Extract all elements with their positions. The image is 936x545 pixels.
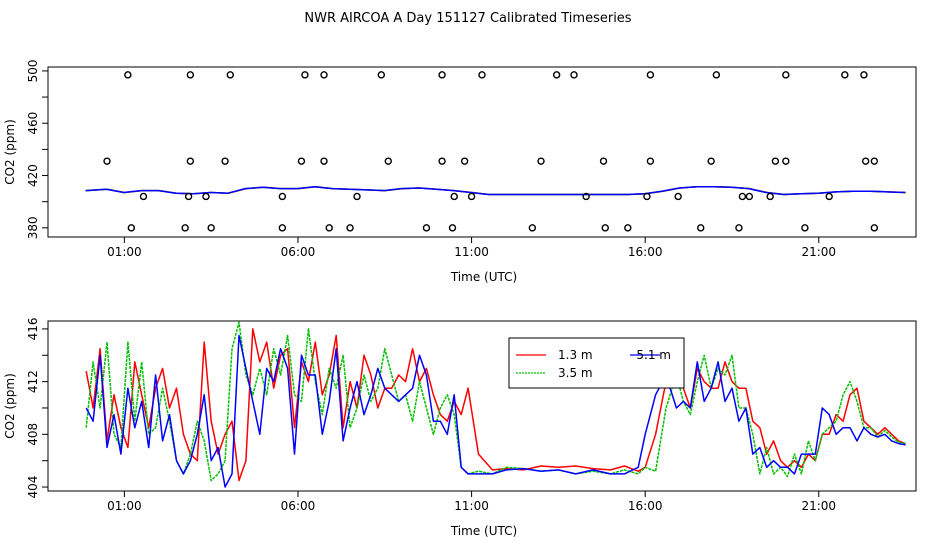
figure-title: NWR AIRCOA A Day 151127 Calibrated Times… xyxy=(304,11,631,26)
flag-point xyxy=(467,192,476,201)
y-tick-label: 404 xyxy=(26,476,40,499)
flag-point xyxy=(624,224,632,232)
flag-point xyxy=(226,71,234,79)
flag-point xyxy=(184,192,193,201)
flag-point xyxy=(139,192,148,201)
series-line-1-3-m xyxy=(85,328,906,482)
flag-point xyxy=(707,157,715,165)
y-tick-label: 420 xyxy=(26,164,40,187)
flag-point xyxy=(438,157,446,165)
flag-point xyxy=(528,224,537,232)
x-tick-label: 16:00 xyxy=(628,245,663,259)
bottom-panel: 01:00 06:00 11:00 16:00 21:00 404 408 412 416 T… xyxy=(3,317,917,538)
bottom-y-axis-label: CO2 (ppm) xyxy=(3,373,17,439)
y-tick-label: 380 xyxy=(26,216,40,239)
flag-point xyxy=(422,224,431,232)
flag-point xyxy=(438,71,446,79)
flag-point xyxy=(278,192,287,201)
flag-point xyxy=(478,71,486,79)
flag-point xyxy=(646,157,655,165)
flag-point xyxy=(377,71,386,79)
flag-point xyxy=(599,157,608,165)
y-tick-label: 416 xyxy=(26,317,40,340)
bottom-x-axis-label: Time (UTC) xyxy=(450,524,517,538)
flag-point xyxy=(181,224,189,232)
legend-label-1-3m: 1.3 m xyxy=(558,348,593,362)
flag-point xyxy=(186,157,195,165)
flag-point xyxy=(186,71,195,79)
x-tick-label: 01:00 xyxy=(107,499,142,513)
flag-point xyxy=(346,224,354,232)
series-line-5-1-m xyxy=(85,334,906,488)
flag-point xyxy=(278,224,287,232)
flag-point xyxy=(450,192,458,201)
flag-point xyxy=(771,157,780,165)
flag-point xyxy=(301,71,309,79)
legend-box xyxy=(508,337,685,389)
y-tick-label: 460 xyxy=(26,112,40,135)
flag-point xyxy=(202,192,210,201)
flag-point xyxy=(697,224,705,232)
x-tick-label: 21:00 xyxy=(801,245,836,259)
flag-point xyxy=(124,71,132,79)
flag-point xyxy=(320,157,328,165)
flag-point xyxy=(738,192,747,201)
y-tick-label: 500 xyxy=(26,59,40,82)
flag-point xyxy=(448,224,457,232)
flag-point xyxy=(646,71,655,79)
flag-point xyxy=(674,192,682,201)
series-line-3-5-m xyxy=(85,321,906,482)
flag-point xyxy=(325,224,333,232)
x-tick-label: 11:00 xyxy=(454,499,489,513)
flag-point xyxy=(643,192,651,201)
flag-point xyxy=(841,71,849,79)
top-plot-frame xyxy=(47,66,917,238)
x-tick-label: 16:00 xyxy=(628,499,663,513)
flag-point xyxy=(384,157,392,165)
y-tick-label: 412 xyxy=(26,370,40,393)
top-y-axis-label: CO2 (ppm) xyxy=(3,119,17,185)
flag-point xyxy=(320,71,328,79)
flag-point xyxy=(712,71,721,79)
flag-point xyxy=(353,192,361,201)
bottom-plot-frame xyxy=(47,320,917,492)
flag-point xyxy=(221,157,229,165)
flag-point xyxy=(825,192,833,201)
flag-point xyxy=(601,224,609,232)
x-tick-label: 21:00 xyxy=(801,499,836,513)
flag-point xyxy=(570,71,578,79)
flag-point xyxy=(735,224,743,232)
top-panel: 01:00 06:00 11:00 16:00 21:00 380 420 460 500 T… xyxy=(3,59,917,284)
flag-point xyxy=(782,71,790,79)
flag-point xyxy=(860,71,868,79)
flag-point xyxy=(297,157,306,165)
flag-point xyxy=(801,224,809,232)
series-line-5-1-m xyxy=(85,185,905,196)
flag-point xyxy=(870,224,879,232)
flag-point xyxy=(127,224,136,232)
flag-point xyxy=(861,157,870,165)
flag-point xyxy=(582,192,590,201)
x-tick-label: 06:00 xyxy=(281,245,316,259)
flag-point xyxy=(537,157,545,165)
flag-point xyxy=(870,157,879,165)
flag-point xyxy=(766,192,774,201)
legend-label-5-1m: 5.1 m xyxy=(636,348,671,362)
flag-point xyxy=(782,157,790,165)
flag-point xyxy=(207,224,215,232)
top-x-axis-label: Time (UTC) xyxy=(450,270,517,284)
legend-label-3-5m: 3.5 m xyxy=(558,366,593,380)
x-tick-label: 06:00 xyxy=(281,499,316,513)
flag-point xyxy=(745,192,754,201)
flag-point xyxy=(103,157,111,165)
x-tick-label: 11:00 xyxy=(454,245,489,259)
y-tick-label: 408 xyxy=(26,423,40,446)
legend: 1.3 m 5.1 m 3.5 m xyxy=(508,337,685,389)
flag-point xyxy=(552,71,561,79)
flag-point xyxy=(460,157,469,165)
x-tick-label: 01:00 xyxy=(107,245,142,259)
